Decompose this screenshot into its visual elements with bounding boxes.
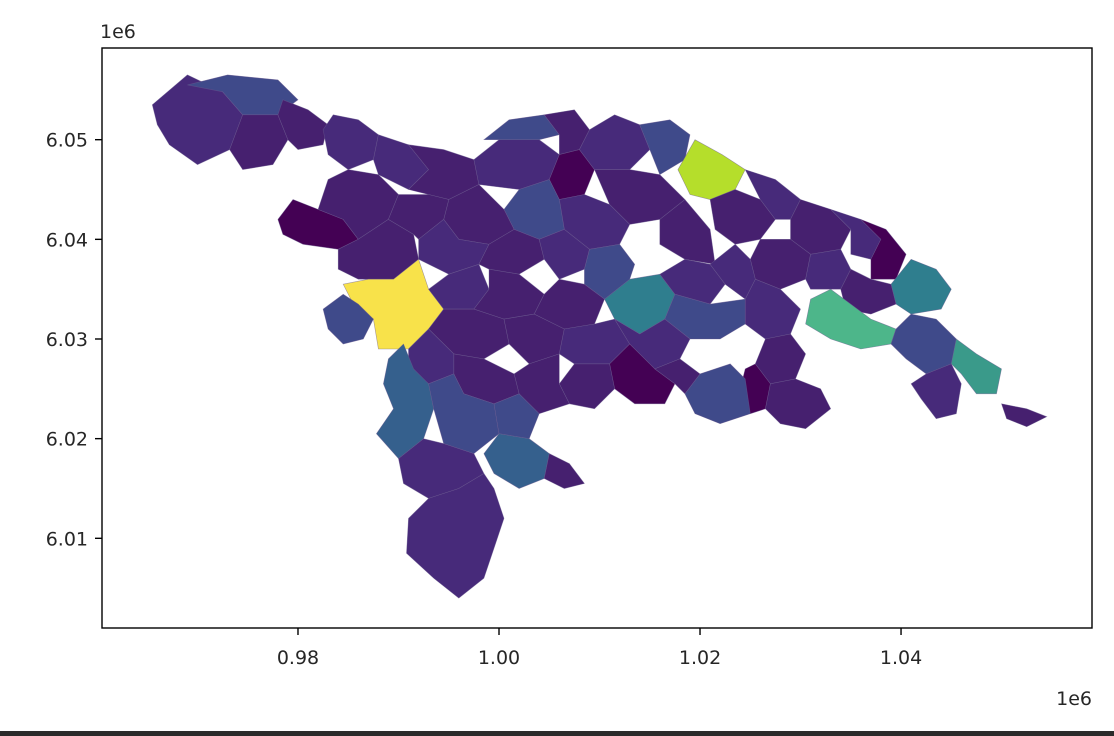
map-region: [277, 99, 329, 150]
x-tick-label: 1.04: [880, 647, 922, 669]
map-region: [765, 378, 832, 430]
x-axis-ticks: 0.98 1.00 1.02 1.04: [277, 628, 922, 669]
y-tick-label: 6.03: [46, 329, 88, 351]
y-tick-label: 6.05: [46, 130, 88, 152]
map-region: [594, 169, 686, 225]
map-region: [322, 114, 379, 170]
map-region: [684, 363, 751, 425]
window-bottom-edge: [0, 731, 1114, 736]
map-region: [406, 473, 505, 599]
map-region: [609, 343, 676, 405]
map-regions: [151, 74, 1048, 599]
map-region: [478, 229, 545, 275]
axes-frame: [101, 47, 1093, 629]
map-region: [910, 363, 962, 420]
map-region: [709, 243, 756, 300]
y-offset-label: 1e6: [100, 21, 136, 43]
map-region: [543, 453, 585, 489]
map-region: [322, 293, 374, 345]
map-region: [860, 219, 907, 280]
map-region: [950, 338, 1002, 395]
y-axis-ticks: 6.01 6.02 6.03 6.04 6.05: [46, 130, 102, 550]
x-tick-label: 1.00: [478, 647, 520, 669]
y-tick-label: 6.02: [46, 429, 88, 451]
map-region: [483, 433, 550, 489]
x-offset-label: 1e6: [1056, 688, 1092, 710]
y-tick-label: 6.04: [46, 229, 88, 251]
map-region: [493, 393, 540, 440]
y-tick-label: 6.01: [46, 528, 88, 550]
x-tick-label: 1.02: [679, 647, 721, 669]
map-region: [579, 114, 651, 170]
map-region: [654, 358, 701, 395]
map-region: [677, 139, 746, 200]
map-region: [664, 293, 746, 340]
map-region: [1001, 403, 1048, 428]
map-region: [890, 258, 952, 315]
map-region: [709, 189, 776, 245]
map-region: [584, 243, 636, 300]
x-tick-label: 0.98: [277, 647, 319, 669]
